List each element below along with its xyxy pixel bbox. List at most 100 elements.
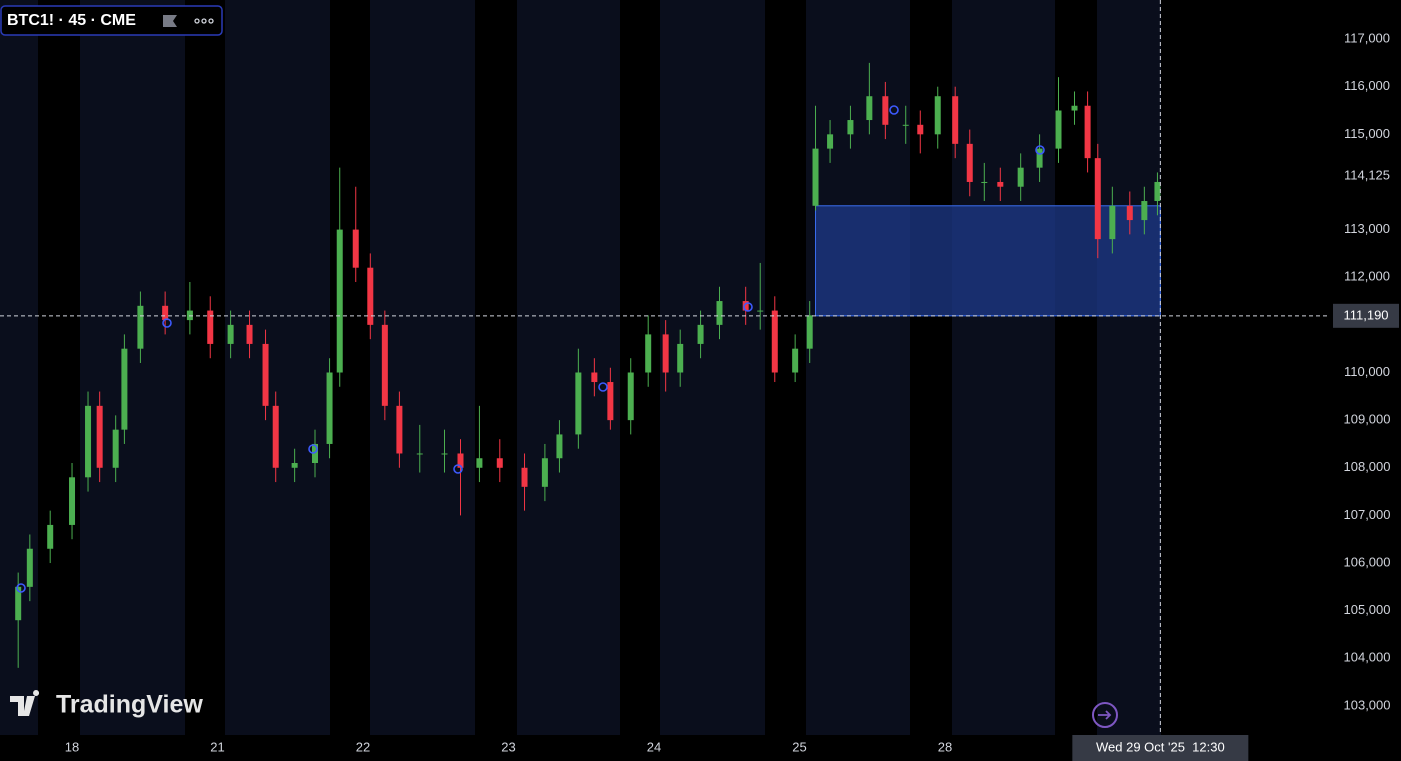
price-marker-label: 114,125 (1344, 167, 1390, 182)
candle-body (416, 453, 423, 455)
candle-body (336, 229, 343, 373)
candle-body (827, 134, 834, 149)
x-tick-label: 24 (647, 739, 661, 754)
y-axis-panel (1330, 0, 1401, 761)
candle-body (792, 348, 799, 373)
candle-body (1071, 105, 1078, 111)
y-tick-label: 110,000 (1344, 364, 1390, 379)
price-zone (815, 205, 1161, 317)
watermark: TradingView (10, 690, 203, 719)
signal-marker (453, 464, 463, 474)
x-tick-label: 28 (938, 739, 952, 754)
candle-body (716, 301, 723, 325)
candle-body (85, 405, 92, 478)
candle-body (771, 310, 778, 373)
session-band (517, 0, 620, 735)
session-band (0, 0, 38, 735)
candle-body (457, 453, 464, 468)
x-tick-label: 25 (792, 739, 806, 754)
y-tick-label: 112,000 (1344, 269, 1390, 284)
candle-body (645, 334, 652, 373)
replay-button[interactable] (1092, 702, 1118, 728)
candle-body (575, 372, 582, 435)
signal-markers (16, 105, 1045, 593)
plot-area (15, 62, 1161, 668)
x-tick-label: 21 (210, 739, 224, 754)
y-tick-label: 107,000 (1344, 507, 1391, 522)
signal-marker (308, 444, 318, 454)
x-tick-label: 22 (356, 739, 370, 754)
signal-marker (889, 105, 899, 115)
crosshair-y-badge (1333, 303, 1399, 328)
candle-body (1154, 181, 1161, 202)
signal-marker (1035, 145, 1045, 155)
candle-body (662, 334, 669, 373)
watermark-logo (10, 690, 40, 716)
candle-body (806, 315, 813, 349)
signal-marker (598, 382, 608, 392)
candle-body (1036, 148, 1043, 168)
candle-body (607, 382, 614, 421)
candle-body (227, 324, 234, 344)
more-icon[interactable] (194, 18, 214, 24)
session-band (806, 0, 910, 735)
candle-body (291, 463, 298, 468)
candle-body (1055, 110, 1062, 149)
candle-body (997, 181, 1004, 187)
candle-body (541, 458, 548, 487)
candle-body (272, 405, 279, 468)
candle-body (47, 524, 54, 549)
candle-body (812, 148, 819, 206)
candle-body (1141, 201, 1148, 221)
watermark-text: TradingView (56, 691, 203, 719)
candle-body (1017, 167, 1024, 187)
candle-body (381, 324, 388, 406)
y-tick-label: 116,000 (1344, 78, 1390, 93)
candle-body (476, 458, 483, 468)
candle-body (742, 301, 749, 311)
candle-body (627, 372, 634, 421)
session-bands (0, 0, 1161, 735)
signal-marker (16, 583, 26, 593)
candle-body (352, 229, 359, 268)
flag-icon[interactable] (163, 15, 177, 27)
y-tick-label: 105,000 (1344, 602, 1391, 617)
candle-body (312, 443, 319, 464)
candle-body (496, 458, 503, 468)
session-band (80, 0, 185, 735)
candle-body (866, 96, 873, 121)
symbol-box-frame (0, 5, 223, 36)
crosshair-y-label: 111,190 (1343, 307, 1388, 322)
candle-body (1094, 158, 1101, 240)
candle-body (521, 467, 528, 487)
candle-body (917, 124, 924, 135)
candle-body (137, 305, 144, 349)
x-tick-label: 23 (501, 739, 515, 754)
candle-body (396, 405, 403, 454)
candle-body (69, 477, 76, 525)
candle-body (246, 324, 253, 344)
candle-body (96, 405, 103, 468)
symbol-label: BTC1! · 45 · CME (7, 12, 136, 29)
candle-body (952, 96, 959, 144)
candle-body (757, 310, 764, 312)
replay-icon[interactable] (1092, 702, 1118, 728)
candle-body (207, 310, 214, 344)
y-tick-label: 117,000 (1344, 30, 1390, 45)
signal-marker (743, 302, 753, 312)
candle-body (556, 434, 563, 459)
session-band (225, 0, 330, 735)
candle-body (934, 96, 941, 135)
candle-body (902, 124, 909, 126)
crosshair-x-label: Wed 29 Oct '25 12:30 (1096, 739, 1225, 754)
candle-body (112, 429, 119, 468)
candle-body (1084, 105, 1091, 159)
symbol-box[interactable]: BTC1! · 45 · CME (0, 5, 223, 36)
candle-body (847, 120, 854, 135)
y-tick-label: 104,000 (1344, 650, 1391, 665)
y-tick-label: 115,000 (1344, 126, 1390, 141)
candle-body (1126, 205, 1133, 221)
session-band (1097, 0, 1161, 735)
